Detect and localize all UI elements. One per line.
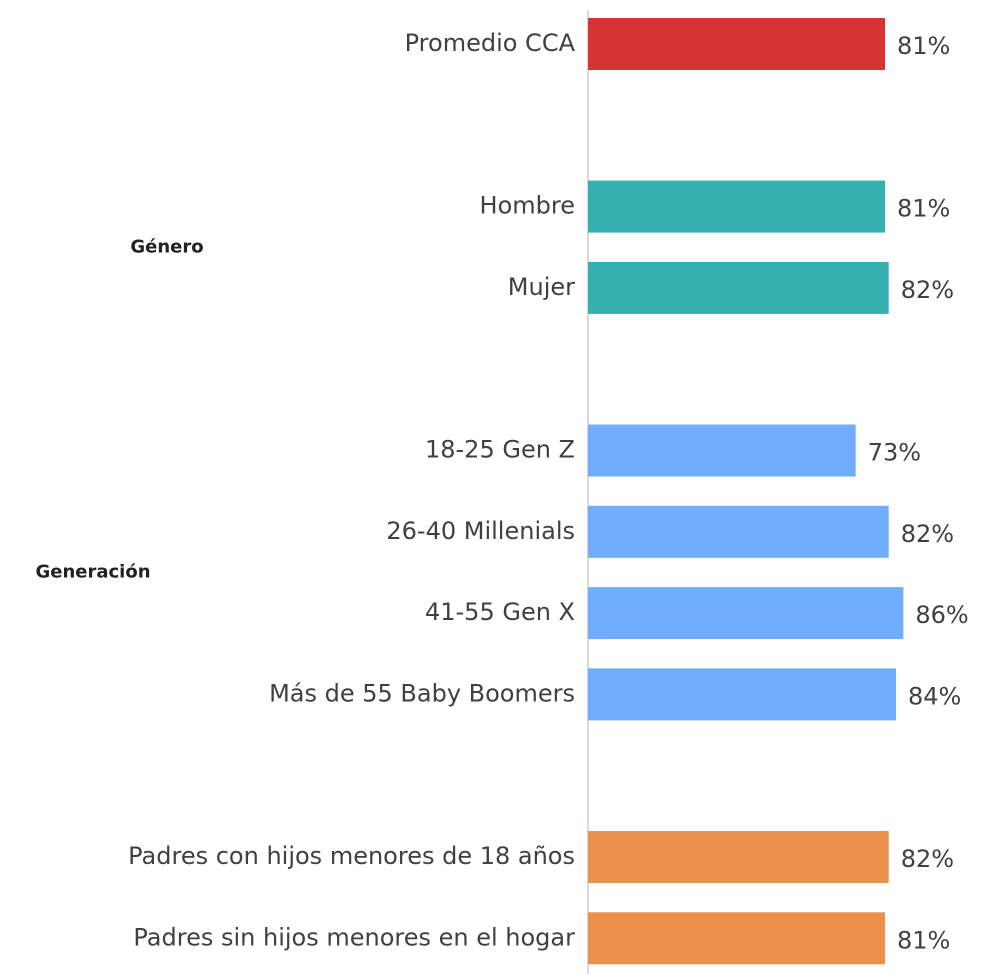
bar: [588, 261, 889, 314]
bar: [588, 505, 889, 558]
bar: [588, 831, 889, 883]
category-label: Padres con hijos menores de 18 años: [128, 842, 575, 870]
value-label: 82%: [901, 845, 954, 873]
category-label: 41-55 Gen X: [425, 598, 575, 626]
category-label: Padres sin hijos menores en el hogar: [133, 923, 575, 951]
bar: [588, 912, 886, 965]
category-label: 26-40 Millenials: [386, 517, 575, 545]
category-label: 18-25 Gen Z: [425, 436, 575, 464]
category-label: Promedio CCA: [405, 29, 576, 57]
value-label: 81%: [897, 32, 950, 60]
group-label: Generación: [35, 561, 150, 582]
value-label: 81%: [897, 926, 950, 954]
value-label: 86%: [915, 601, 968, 629]
category-label: Más de 55 Baby Boomers: [269, 679, 575, 707]
value-label: 84%: [908, 682, 961, 710]
bar: [588, 668, 897, 721]
bar: [588, 18, 886, 70]
value-label: 73%: [868, 439, 921, 467]
category-label: Hombre: [480, 192, 575, 220]
bar: [588, 424, 856, 477]
value-label: 82%: [901, 276, 954, 304]
category-label: Mujer: [508, 273, 575, 301]
bar: [588, 180, 886, 233]
bar: [588, 587, 904, 640]
value-label: 81%: [897, 195, 950, 223]
value-label: 82%: [901, 520, 954, 548]
group-label: Género: [130, 236, 203, 257]
